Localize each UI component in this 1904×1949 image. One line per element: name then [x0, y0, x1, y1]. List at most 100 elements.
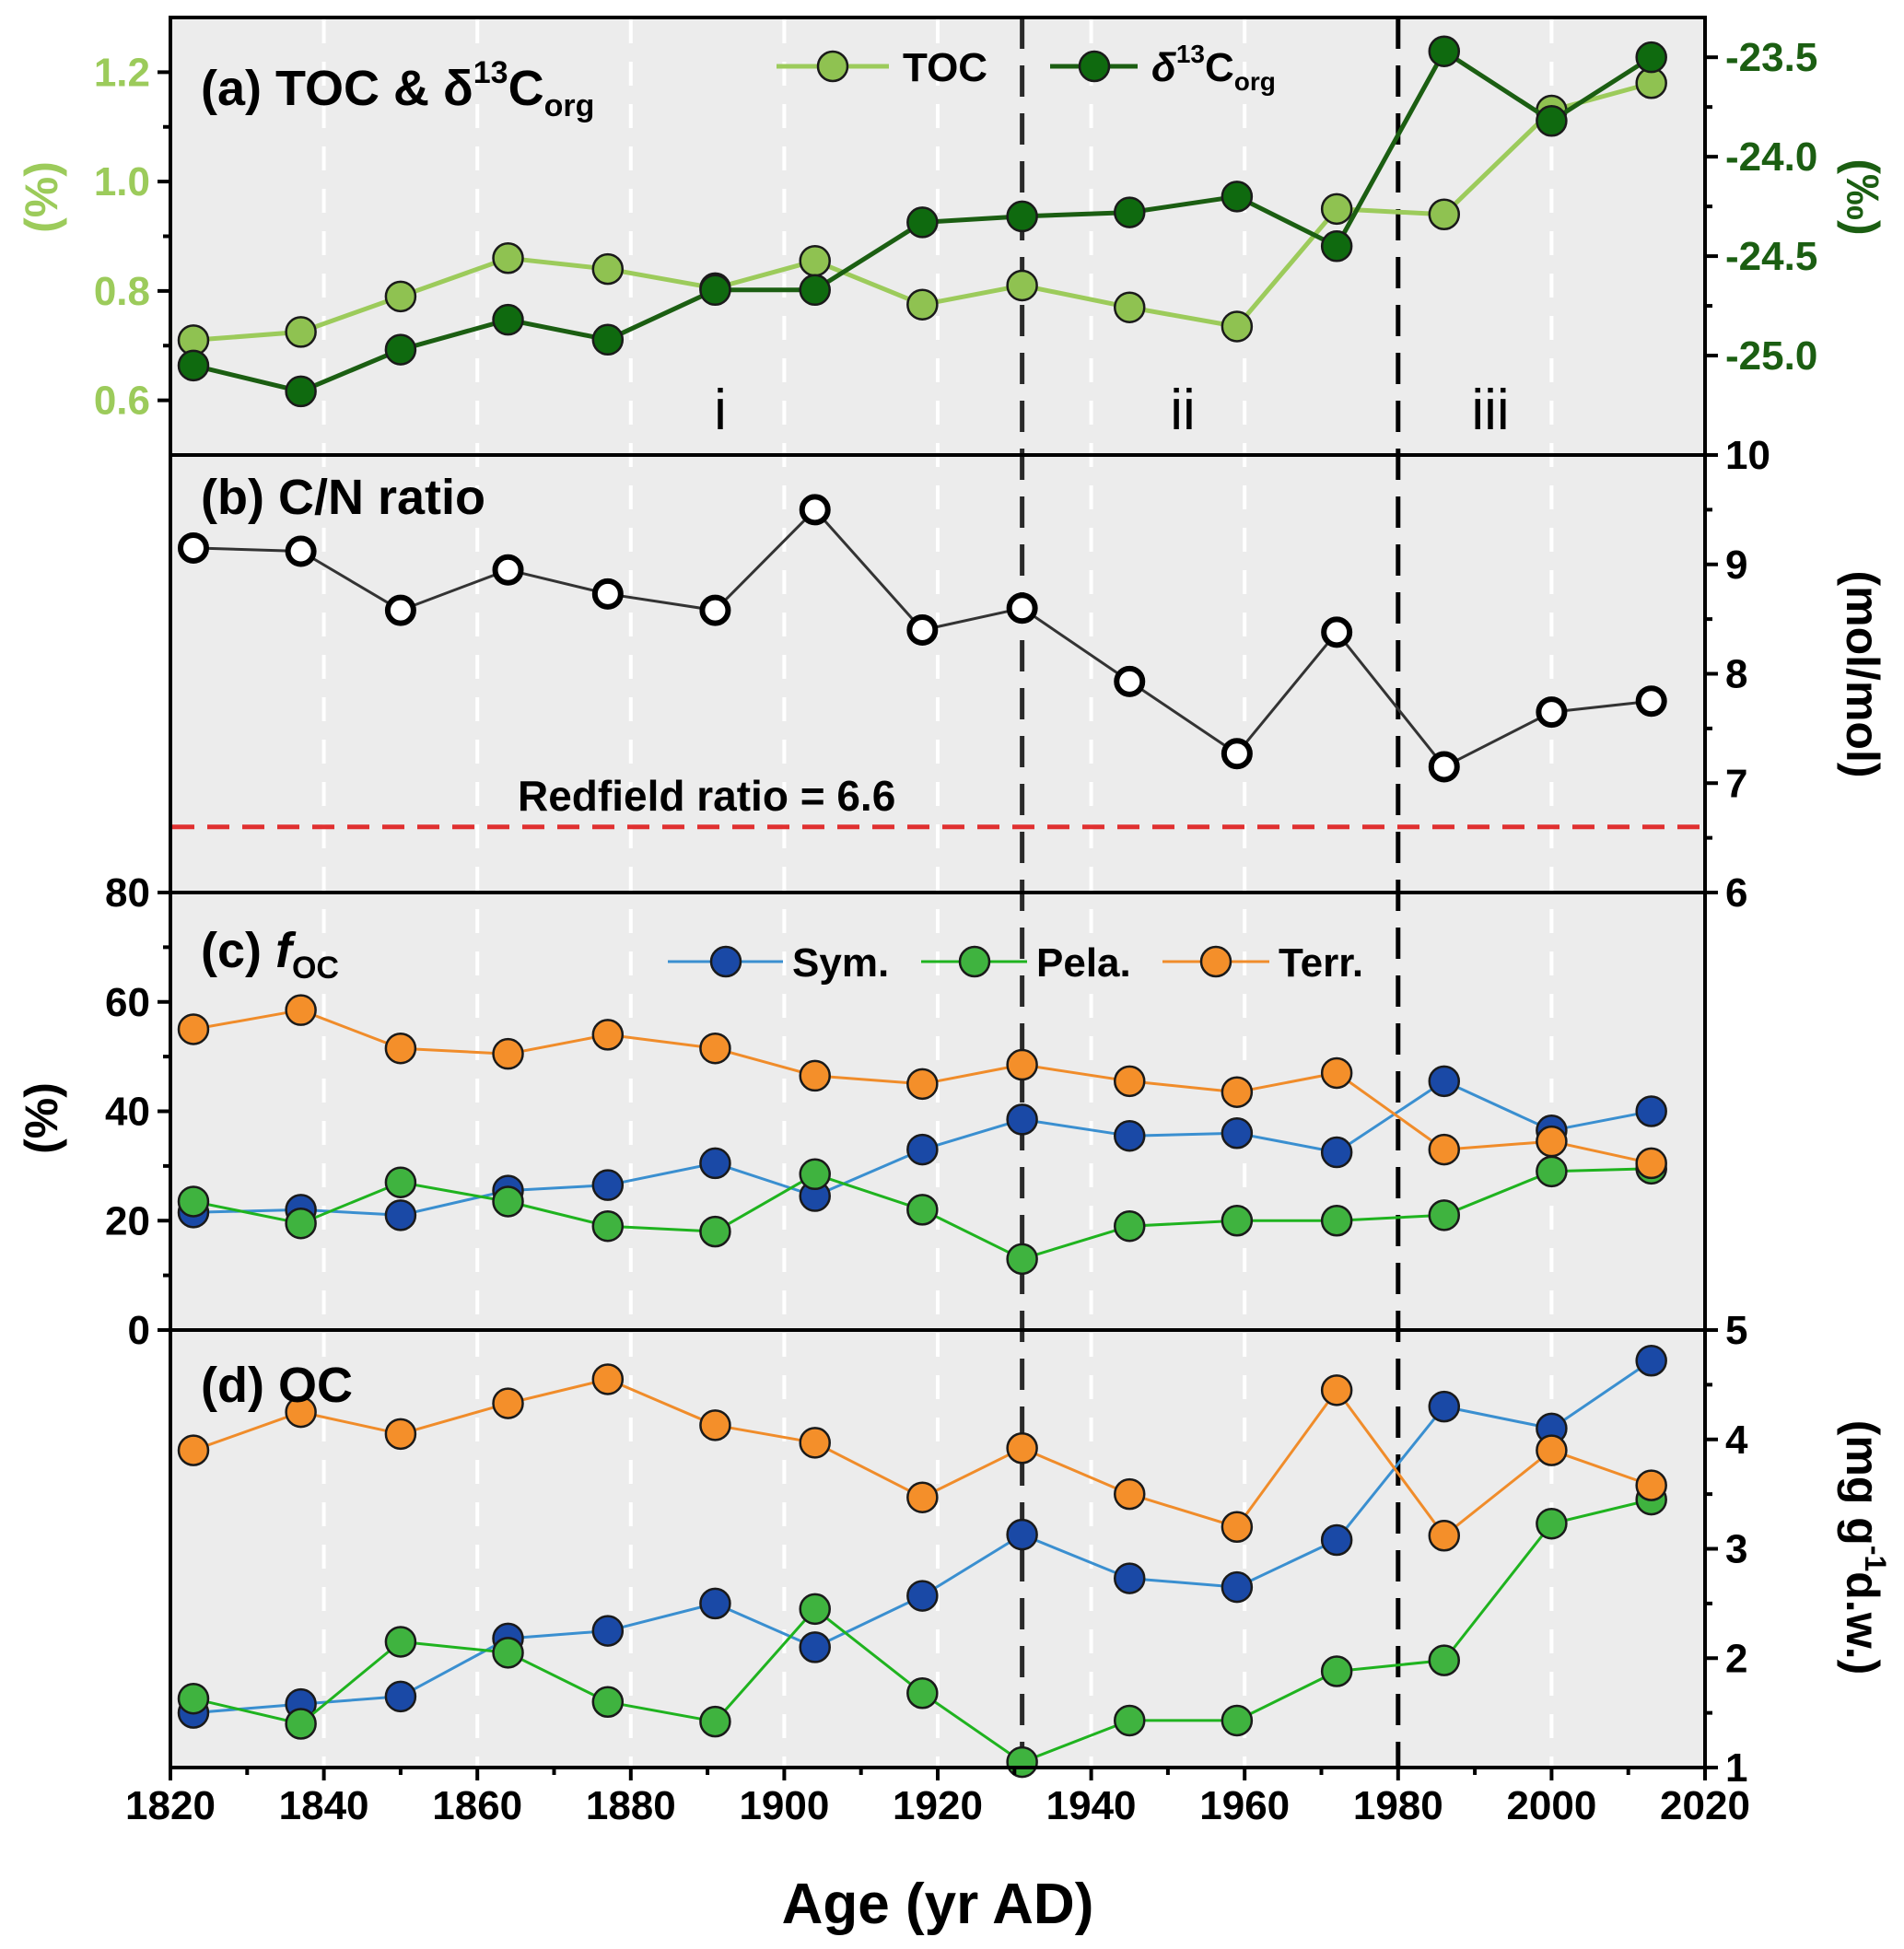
oc-sym-point-1959: [1221, 1570, 1254, 1604]
ticklabel-d-right-1: 1: [1725, 1745, 1747, 1791]
ticklabel-b-right-10: 10: [1725, 433, 1770, 478]
ylabel-c-left: (%): [16, 1082, 67, 1154]
foc-sym-point-1959: [1221, 1117, 1254, 1150]
ticklabel-d-right-3: 3: [1725, 1527, 1747, 1572]
legend-sym-label: Sym.: [792, 940, 889, 986]
foc-pela-point-1931: [1006, 1243, 1038, 1276]
foc-terr-point-1945: [1114, 1065, 1146, 1098]
oc-pela-point-2000: [1536, 1507, 1568, 1540]
toc-point-1945: [1114, 291, 1146, 323]
legend-a: TOC δ13Corg: [777, 40, 1276, 96]
cn-ratio-point-2000: [1536, 696, 1568, 729]
panel-d-title: (d) OC: [201, 1358, 353, 1413]
oc-sym-point-1891: [699, 1587, 731, 1620]
ylabel-b-right: (mol/mol): [1837, 571, 1888, 778]
d13c-point-1864: [492, 303, 524, 336]
panel-c-title-prefix: (c): [201, 923, 275, 978]
panel-a-title-tail: C: [508, 61, 544, 116]
foc-terr-point-1959: [1221, 1076, 1254, 1108]
phase-label-iii: iii: [1471, 379, 1509, 442]
foc-sym-point-1918: [906, 1133, 939, 1166]
toc-point-1931: [1006, 269, 1038, 302]
ticklabel-d-right-4: 4: [1725, 1418, 1748, 1463]
d13c-point-1945: [1114, 196, 1146, 228]
oc-pela-point-1823: [177, 1682, 210, 1715]
panel-c-title-sub: OC: [292, 951, 339, 986]
cn-ratio-point-1904: [799, 494, 831, 526]
foc-sym-point-1972: [1320, 1136, 1353, 1169]
foc-sym-series: [177, 1065, 1667, 1231]
ylabel-a-right: (‰): [1837, 158, 1888, 235]
ylabel-a-left: (%): [16, 161, 67, 233]
panel-a-title-main: (a) TOC & δ: [201, 61, 473, 116]
toc-point-1877: [591, 252, 625, 286]
oc-terr-series: [177, 1363, 1667, 1552]
foc-sym-point-1945: [1114, 1119, 1146, 1152]
oc-pela-point-1918: [906, 1677, 939, 1710]
legend-terr-label: Terr.: [1279, 940, 1363, 986]
foc-sym-point-1891: [699, 1147, 731, 1180]
ticklabel-b-right-7: 7: [1725, 761, 1747, 806]
ticklabel-b-right-8: 8: [1725, 652, 1747, 697]
ticklabel-c-left-0: 0: [128, 1308, 150, 1353]
oc-pela-point-1837: [285, 1708, 317, 1740]
d13c-point-1959: [1221, 181, 1254, 213]
d13c-point-1877: [591, 323, 625, 356]
foc-terr-point-1823: [177, 1013, 210, 1045]
oc-pela-point-1959: [1221, 1704, 1254, 1737]
oc-terr-point-1972: [1320, 1374, 1353, 1406]
panel-a-title-sup: 13: [473, 55, 508, 90]
cn-ratio-point-1986: [1428, 751, 1460, 783]
foc-pela-point-1823: [177, 1185, 210, 1218]
oc-pela-point-1850: [384, 1626, 417, 1658]
legend-pela-label: Pela.: [1036, 940, 1131, 986]
legend-terr-marker: [1199, 945, 1232, 978]
axis-ticks: [158, 55, 1718, 1780]
oc-sym-point-1931: [1006, 1518, 1038, 1551]
oc-terr-point-1904: [799, 1427, 831, 1459]
oc-pela-point-1904: [799, 1593, 831, 1626]
oc-terr-point-1931: [1006, 1432, 1038, 1465]
foc-pela-point-2000: [1536, 1155, 1568, 1188]
ticklabel-c-left-60: 60: [105, 980, 150, 1025]
ticklabel-d-right-5: 5: [1725, 1308, 1747, 1353]
oc-pela-point-1945: [1114, 1704, 1146, 1737]
toc-point-1972: [1320, 193, 1353, 226]
oc-sym-point-1850: [384, 1680, 417, 1713]
ticklabel-x-1980: 1980: [1353, 1783, 1443, 1828]
ticklabel-x-1960: 1960: [1199, 1783, 1290, 1828]
d13c-point-1850: [384, 333, 417, 366]
cn-ratio-point-1864: [492, 554, 524, 586]
toc-point-1959: [1221, 310, 1254, 343]
panel-a-title-sub: org: [544, 88, 595, 123]
cn-ratio-point-1918: [906, 614, 939, 646]
ticklabel-x-2000: 2000: [1506, 1783, 1596, 1828]
ticklabel-b-right-6: 6: [1725, 870, 1747, 916]
axis-tick-labels: 0.6 0.8 1.0 1.2 -25.0 -24.5 -24.0 -23.5 6 7 8 9 10 0 2…: [94, 35, 1817, 1828]
oc-sym-point-1972: [1320, 1523, 1353, 1557]
cn-ratio-point-1823: [177, 531, 209, 564]
ticklabel-x-1940: 1940: [1046, 1783, 1137, 1828]
ticklabel-x-1860: 1860: [432, 1783, 522, 1828]
oc-sym-point-1918: [906, 1580, 939, 1612]
d13c-series: [177, 35, 1667, 408]
foc-sym-point-2013: [1635, 1095, 1667, 1127]
oc-pela-point-1972: [1320, 1655, 1353, 1687]
ticklabel-x-1840: 1840: [279, 1783, 369, 1828]
toc-point-1864: [492, 242, 524, 274]
ticklabel-a-right--25.0: -25.0: [1725, 333, 1817, 379]
ticklabel-c-left-40: 40: [105, 1090, 150, 1135]
foc-terr-point-1877: [591, 1019, 625, 1051]
foc-sym-point-1931: [1006, 1103, 1038, 1136]
phase-label-ii: ii: [1170, 379, 1196, 442]
oc-terr-point-1891: [699, 1409, 731, 1441]
redfield-label: Redfield ratio = 6.6: [518, 772, 895, 820]
oc-terr-point-1986: [1428, 1520, 1461, 1552]
cn-ratio-point-1945: [1114, 665, 1146, 697]
foc-pela-point-1959: [1221, 1205, 1254, 1237]
cn-ratio-point-1837: [285, 535, 317, 567]
legend-d13c-sup: 13: [1176, 40, 1205, 68]
legend-d13c-tail: C: [1205, 45, 1234, 90]
foc-pela-point-1945: [1114, 1209, 1146, 1243]
